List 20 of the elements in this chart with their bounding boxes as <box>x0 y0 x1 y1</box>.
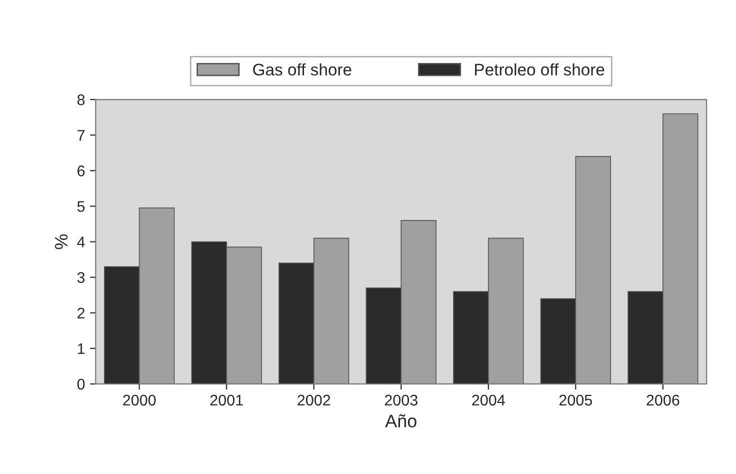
y-tick-label: 7 <box>78 130 84 141</box>
y-tick-label: 2 <box>78 308 84 318</box>
y-tick-label: 5 <box>77 201 85 212</box>
x-tick-label: 2000 <box>123 394 156 406</box>
y-tick-label: 4 <box>77 236 85 248</box>
legend-label: Gas off shore <box>253 63 352 76</box>
y-tick-label: 3 <box>77 272 85 283</box>
y-axis-title: % <box>54 234 68 250</box>
x-tick-label: 2003 <box>384 394 418 406</box>
legend-label: Petroleo off shore <box>475 63 604 76</box>
y-tick-label: 8 <box>77 94 85 106</box>
x-tick-label: 2004 <box>472 394 505 406</box>
x-axis-title: Año <box>385 414 416 428</box>
y-tick-label: 0 <box>77 378 85 390</box>
x-tick-label: 2002 <box>298 394 330 406</box>
x-tick-label: 2006 <box>646 394 680 406</box>
x-tick-label: 2005 <box>559 394 592 406</box>
x-tick-label: 2001 <box>210 394 243 406</box>
y-tick-label: 1 <box>78 343 85 354</box>
y-tick-label: 6 <box>78 166 85 176</box>
